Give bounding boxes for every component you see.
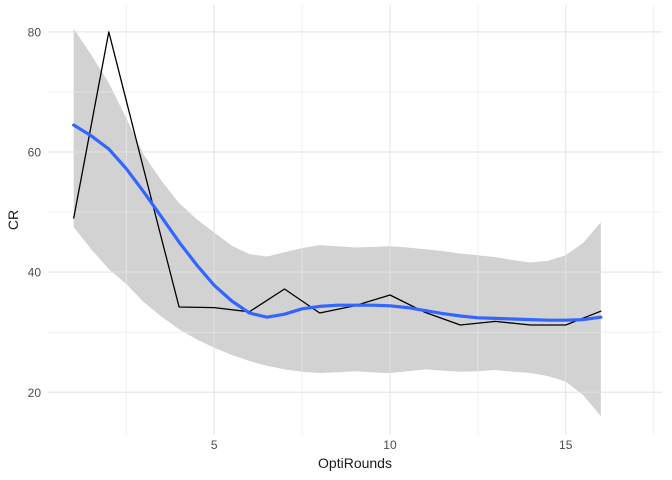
x-axis-tick-label: 10 <box>383 438 397 452</box>
confidence-band <box>73 28 601 417</box>
y-axis-tick-label: 20 <box>28 386 42 400</box>
loess-smooth-line <box>72 123 603 322</box>
cr-raw-line <box>73 31 602 326</box>
x-axis-title: OptiRounds <box>318 455 392 471</box>
y-axis-tick-label: 60 <box>28 145 42 159</box>
y-axis-tick-label: 40 <box>28 266 42 280</box>
y-axis-title: CR <box>5 209 21 231</box>
y-axis-tick-label: 80 <box>28 25 42 39</box>
x-axis-tick-label: 5 <box>211 438 218 452</box>
x-axis-tick-label: 15 <box>559 438 573 452</box>
